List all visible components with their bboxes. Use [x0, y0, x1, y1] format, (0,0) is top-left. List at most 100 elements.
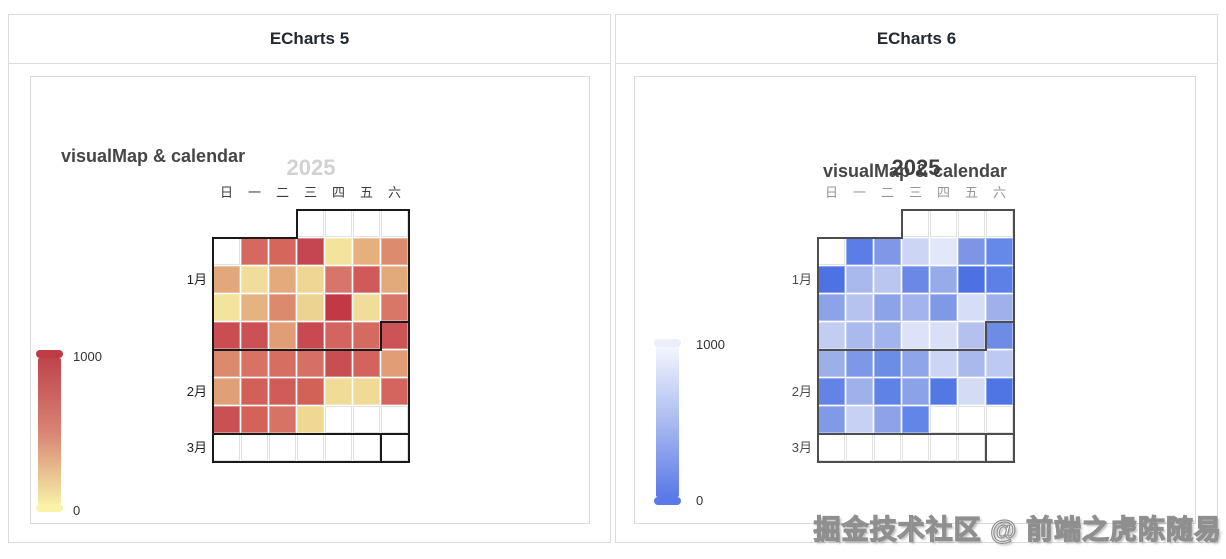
calendar-cell[interactable]: [930, 210, 957, 237]
calendar-cell[interactable]: [325, 434, 352, 461]
calendar-cell[interactable]: [930, 434, 957, 461]
calendar-cell[interactable]: [213, 350, 240, 377]
calendar-cell[interactable]: [846, 266, 873, 293]
calendar-cell[interactable]: [269, 350, 296, 377]
calendar-cell[interactable]: [381, 350, 408, 377]
calendar-cell[interactable]: [874, 266, 901, 293]
calendar-cell[interactable]: [902, 378, 929, 405]
calendar-cell[interactable]: [958, 322, 985, 349]
calendar-cell[interactable]: [986, 266, 1013, 293]
calendar-cell[interactable]: [269, 378, 296, 405]
calendar-cell[interactable]: [902, 294, 929, 321]
calendar-cell[interactable]: [353, 322, 380, 349]
calendar-cell[interactable]: [818, 266, 845, 293]
calendar-cell[interactable]: [874, 378, 901, 405]
calendar-cell[interactable]: [297, 238, 324, 265]
calendar-cell[interactable]: [269, 322, 296, 349]
calendar-cell[interactable]: [241, 294, 268, 321]
calendar-cell[interactable]: [818, 406, 845, 433]
calendar-cell[interactable]: [241, 238, 268, 265]
calendar-cell[interactable]: [381, 238, 408, 265]
calendar-cell[interactable]: [213, 322, 240, 349]
calendar-cell[interactable]: [269, 434, 296, 461]
calendar-cell[interactable]: [297, 434, 324, 461]
visualmap-handle-bottom[interactable]: [36, 504, 63, 512]
calendar-cell[interactable]: [269, 238, 296, 265]
calendar-cell[interactable]: [241, 266, 268, 293]
calendar-cell[interactable]: [846, 434, 873, 461]
calendar-cell[interactable]: [213, 378, 240, 405]
calendar-cell[interactable]: [241, 434, 268, 461]
calendar-cell[interactable]: [930, 322, 957, 349]
calendar-cell[interactable]: [930, 294, 957, 321]
calendar-cell[interactable]: [902, 350, 929, 377]
calendar-cell[interactable]: [353, 350, 380, 377]
calendar-cell[interactable]: [353, 378, 380, 405]
calendar-cell[interactable]: [353, 266, 380, 293]
calendar-cell[interactable]: [902, 322, 929, 349]
visualmap-handle-bottom[interactable]: [654, 497, 681, 505]
calendar-cell[interactable]: [846, 238, 873, 265]
calendar-cell[interactable]: [846, 322, 873, 349]
calendar-cell[interactable]: [902, 406, 929, 433]
calendar-cell[interactable]: [818, 378, 845, 405]
calendar-cell[interactable]: [297, 266, 324, 293]
calendar-cell[interactable]: [325, 266, 352, 293]
calendar-cell[interactable]: [297, 378, 324, 405]
calendar-cell[interactable]: [381, 434, 408, 461]
calendar-cell[interactable]: [958, 238, 985, 265]
calendar-cell[interactable]: [958, 406, 985, 433]
calendar-cell[interactable]: [958, 434, 985, 461]
calendar-cell[interactable]: [930, 350, 957, 377]
calendar-cell[interactable]: [241, 406, 268, 433]
calendar-cell[interactable]: [986, 378, 1013, 405]
calendar-cell[interactable]: [930, 266, 957, 293]
calendar-cell[interactable]: [325, 294, 352, 321]
calendar-cell[interactable]: [381, 294, 408, 321]
calendar-cell[interactable]: [381, 266, 408, 293]
calendar-cell[interactable]: [325, 210, 352, 237]
calendar-cell[interactable]: [297, 350, 324, 377]
calendar-cell[interactable]: [381, 378, 408, 405]
calendar-cell[interactable]: [818, 434, 845, 461]
calendar-cell[interactable]: [874, 322, 901, 349]
calendar-cell[interactable]: [213, 434, 240, 461]
calendar-cell[interactable]: [353, 210, 380, 237]
calendar-cell[interactable]: [325, 406, 352, 433]
calendar-cell[interactable]: [874, 434, 901, 461]
calendar-cell[interactable]: [846, 294, 873, 321]
calendar-cell[interactable]: [213, 266, 240, 293]
calendar-cell[interactable]: [325, 322, 352, 349]
calendar-cell[interactable]: [213, 238, 240, 265]
visualmap-handle-top[interactable]: [36, 350, 63, 358]
calendar-cell[interactable]: [325, 350, 352, 377]
calendar-cell[interactable]: [958, 294, 985, 321]
calendar-cell[interactable]: [958, 266, 985, 293]
calendar-cell[interactable]: [986, 238, 1013, 265]
calendar-cell[interactable]: [325, 378, 352, 405]
calendar-cell[interactable]: [846, 350, 873, 377]
calendar-cell[interactable]: [930, 238, 957, 265]
calendar-cell[interactable]: [902, 238, 929, 265]
calendar-cell[interactable]: [902, 210, 929, 237]
calendar-cell[interactable]: [930, 378, 957, 405]
calendar-cell[interactable]: [353, 406, 380, 433]
calendar-cell[interactable]: [902, 266, 929, 293]
calendar-cell[interactable]: [958, 350, 985, 377]
calendar-cell[interactable]: [958, 210, 985, 237]
calendar-cell[interactable]: [818, 294, 845, 321]
calendar-cell[interactable]: [213, 294, 240, 321]
calendar-cell[interactable]: [325, 238, 352, 265]
calendar-cell[interactable]: [297, 406, 324, 433]
calendar-cell[interactable]: [269, 294, 296, 321]
calendar-cell[interactable]: [381, 210, 408, 237]
calendar-cell[interactable]: [986, 210, 1013, 237]
calendar-cell[interactable]: [297, 210, 324, 237]
calendar-cell[interactable]: [381, 322, 408, 349]
calendar-cell[interactable]: [930, 406, 957, 433]
calendar-cell[interactable]: [213, 406, 240, 433]
calendar-cell[interactable]: [241, 378, 268, 405]
calendar-cell[interactable]: [874, 294, 901, 321]
calendar-cell[interactable]: [986, 350, 1013, 377]
calendar-cell[interactable]: [986, 406, 1013, 433]
